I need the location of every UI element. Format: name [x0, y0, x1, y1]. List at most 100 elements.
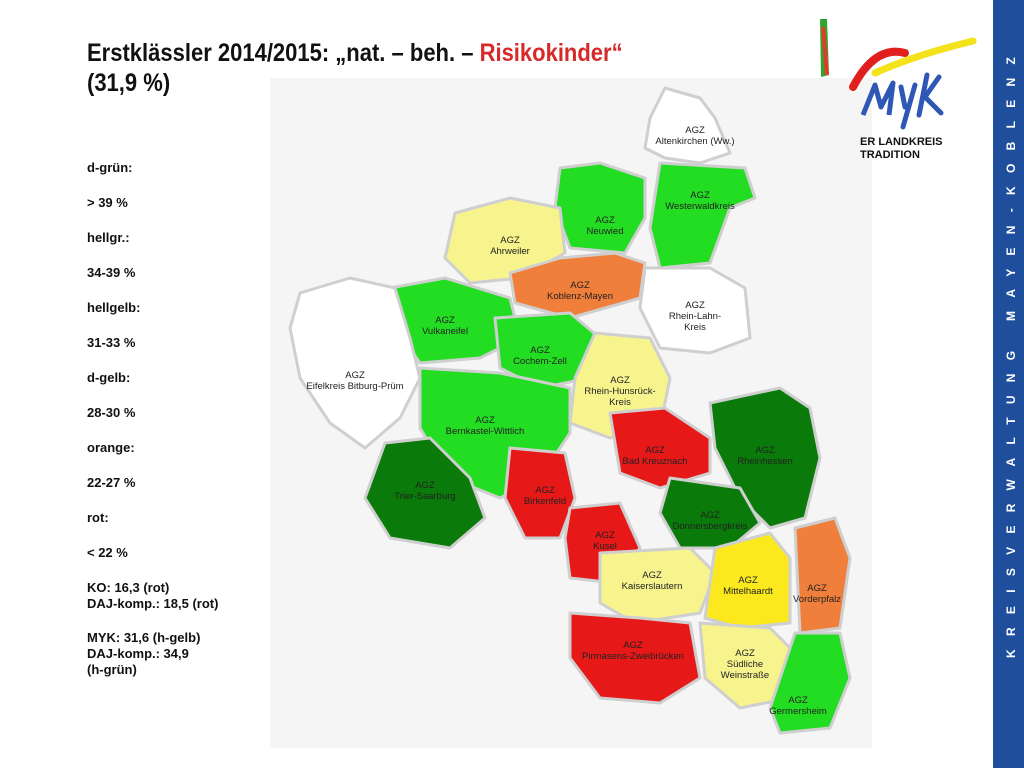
legend-item: orange:	[87, 440, 135, 455]
region-area	[363, 436, 487, 550]
region-label: Trier-Saarburg	[394, 491, 455, 502]
logo-caption-line: ER LANDKREIS	[860, 136, 943, 148]
logo-caption: ER LANDKREIS TRADITION	[860, 136, 985, 162]
legend-item: rot:	[87, 510, 109, 525]
region-label: AGZ	[685, 125, 705, 136]
region-label: Bad Kreuznach	[623, 456, 688, 467]
logo-caption-line: TRADITION	[860, 149, 920, 161]
region-label: AGZ	[807, 583, 827, 594]
legend-item: < 22 %	[87, 545, 128, 560]
region-label: AGZ	[610, 375, 630, 386]
note-line: DAJ-komp.: 18,5 (rot)	[87, 596, 219, 611]
region-area	[793, 516, 852, 635]
region-label: AGZ	[623, 640, 643, 651]
region-label: Cochem-Zell	[513, 356, 567, 367]
legend-item: hellgelb:	[87, 300, 141, 315]
map-panel: AGZ Altenkirchen (Ww.) AGZ Westerwaldkreis A…	[270, 78, 872, 748]
title-accent: Risikokinder“	[479, 39, 623, 67]
region-label: AGZ	[755, 445, 775, 456]
region-label: Neuwied	[587, 226, 624, 237]
region-label: AGZ	[530, 345, 550, 356]
region-area	[568, 611, 702, 705]
myk-logo	[815, 15, 985, 165]
legend-item: 31-33 %	[87, 335, 136, 350]
legend-item: d-gelb:	[87, 370, 131, 385]
legend-item: d-grün:	[87, 160, 133, 175]
region-label: Rhein-Lahn-	[669, 311, 721, 322]
note-line: KO: 16,3 (rot)	[87, 580, 170, 595]
region-label: Vorderpfalz	[793, 594, 841, 605]
region-label: AGZ	[645, 445, 665, 456]
region-label: Weinstraße	[721, 670, 769, 681]
region-area	[703, 531, 792, 630]
region-area	[638, 266, 752, 355]
legend-item: 28-30 %	[87, 405, 136, 420]
region-label: Pirmasens-Zweibrücken	[582, 651, 684, 662]
legend-item: 22-27 %	[87, 475, 136, 490]
note-ko: KO: 16,3 (rot) DAJ-komp.: 18,5 (rot)	[87, 580, 267, 612]
slide-title: Erstklässler 2014/2015: „nat. – beh. – R…	[87, 38, 721, 98]
region-area	[648, 161, 757, 270]
region-label: Vulkaneifel	[422, 326, 468, 337]
note-myk: MYK: 31,6 (h-gelb) DAJ-komp.: 34,9 (h-gr…	[87, 630, 267, 678]
sidebar-text: KREISVERWALTUNG MAYEN-KOBLENZ	[1004, 43, 1018, 658]
title-line2: (31,9 %)	[87, 69, 171, 97]
region-label: AGZ	[788, 695, 808, 706]
region-area	[598, 546, 717, 625]
region-label: AGZ	[435, 315, 455, 326]
region-area	[288, 276, 422, 450]
region-area	[503, 446, 577, 540]
title-prefix: Erstklässler 2014/2015: „nat. – beh. –	[87, 39, 480, 67]
region-label: Westerwaldkreis	[665, 201, 735, 212]
legend-item: hellgr.:	[87, 230, 130, 245]
region-label: Germersheim	[769, 706, 827, 717]
region-area	[608, 406, 712, 490]
note-line: (h-grün)	[87, 662, 137, 677]
region-area	[643, 86, 732, 165]
region-label: AGZ	[415, 480, 435, 491]
region-label: Mittelhaardt	[723, 586, 773, 597]
region-label: Eifelkreis Bitburg-Prüm	[306, 381, 403, 392]
legend: d-grün: > 39 % hellgr.: 34-39 % hellgelb…	[87, 160, 267, 696]
region-label: AGZ	[690, 190, 710, 201]
region-label: Birkenfeld	[524, 496, 566, 507]
region-label: Ahrweiler	[490, 246, 530, 257]
region-label: AGZ	[475, 415, 495, 426]
region-label: AGZ	[700, 510, 720, 521]
region-label: Bernkastel-Wittlich	[446, 426, 525, 437]
region-label: AGZ	[570, 280, 590, 291]
region-label: AGZ	[500, 235, 520, 246]
region-label: Rheinhessen	[737, 456, 792, 467]
region-label: AGZ	[685, 300, 705, 311]
region-area	[553, 161, 647, 255]
region-label: Rhein-Hunsrück-	[584, 386, 655, 397]
note-line: DAJ-komp.: 34,9	[87, 646, 189, 661]
legend-item: > 39 %	[87, 195, 128, 210]
region-label: AGZ	[735, 648, 755, 659]
legend-item: 34-39 %	[87, 265, 136, 280]
myk-logo-mark	[820, 19, 977, 130]
region-label: Koblenz-Mayen	[547, 291, 613, 302]
region-label: AGZ	[738, 575, 758, 586]
region-label: AGZ	[535, 485, 555, 496]
region-label: Kusel	[593, 541, 617, 552]
region-area	[768, 631, 852, 735]
region-label: Kreis	[684, 322, 706, 333]
sidebar-band	[993, 0, 1024, 768]
region-label: Kreis	[609, 397, 631, 408]
region-label: Donnersbergkreis	[673, 521, 748, 532]
note-line: MYK: 31,6 (h-gelb)	[87, 630, 201, 645]
region-label: Kaiserslautern	[622, 581, 683, 592]
